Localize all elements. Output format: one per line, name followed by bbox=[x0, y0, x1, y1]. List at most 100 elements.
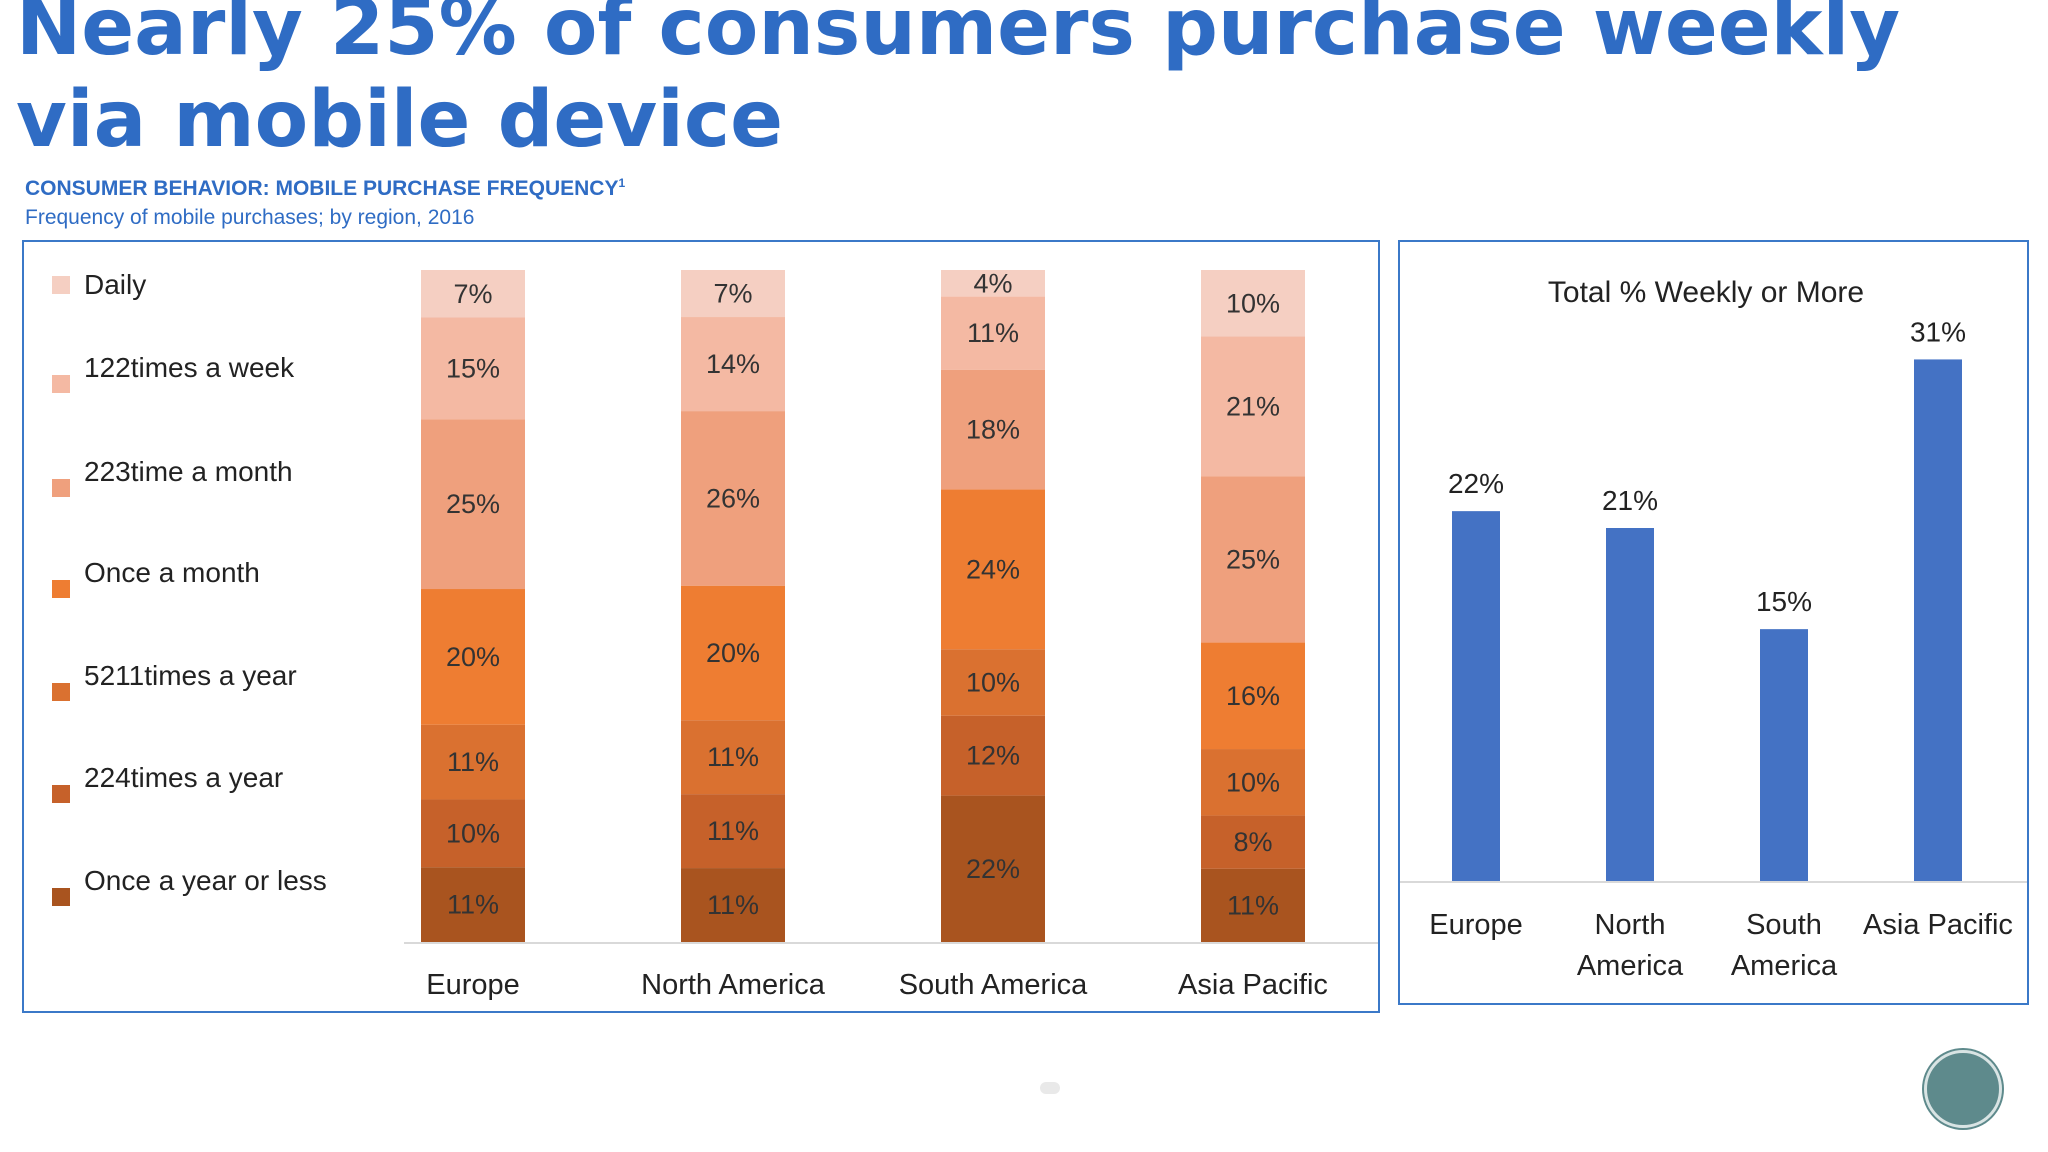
legend-swatch bbox=[52, 580, 70, 598]
segment-data-label: 22% bbox=[966, 854, 1020, 884]
segment-data-label: 15% bbox=[446, 353, 500, 383]
stacked-segment bbox=[421, 867, 525, 942]
segment-data-label: 7% bbox=[453, 279, 492, 309]
segment-data-label: 10% bbox=[966, 668, 1020, 698]
stacked-chart-panel: Daily 122times a week 223time a month Once … bbox=[22, 240, 1380, 1013]
stacked-segment bbox=[941, 489, 1045, 650]
total-chart-title: Total % Weekly or More bbox=[1548, 276, 1864, 309]
legend-swatch bbox=[52, 375, 70, 393]
stacked-segment bbox=[421, 589, 525, 725]
x-tick-label: South America bbox=[899, 969, 1088, 1001]
segment-data-label: 20% bbox=[706, 638, 760, 668]
stacked-segment bbox=[1201, 815, 1305, 869]
x-tick-label: Asia Pacific bbox=[1178, 969, 1328, 1001]
segment-data-label: 11% bbox=[447, 890, 499, 920]
stacked-segment bbox=[681, 868, 785, 942]
total-x-tick-label: South bbox=[1746, 909, 1822, 941]
segment-data-label: 11% bbox=[707, 816, 759, 846]
total-x-tick-label: Europe bbox=[1429, 909, 1523, 941]
total-data-label: 31% bbox=[1910, 316, 1966, 347]
segment-data-label: 20% bbox=[446, 642, 500, 672]
segment-data-label: 24% bbox=[966, 554, 1020, 584]
total-data-label: 21% bbox=[1602, 485, 1658, 516]
stacked-segment bbox=[941, 369, 1045, 490]
legend-label: Daily bbox=[84, 269, 146, 300]
total-x-tick-label: America bbox=[1731, 950, 1838, 982]
stacked-segment bbox=[681, 270, 785, 318]
segment-data-label: 11% bbox=[447, 747, 499, 777]
segment-data-label: 26% bbox=[706, 483, 760, 513]
total-x-tick-label: North bbox=[1595, 909, 1666, 941]
legend-label: Once a month bbox=[84, 557, 260, 588]
segment-data-label: 16% bbox=[1226, 681, 1280, 711]
stacked-segment bbox=[1201, 336, 1305, 477]
segment-data-label: 10% bbox=[1226, 288, 1280, 318]
total-bar bbox=[1914, 359, 1962, 882]
headline-line-2: via mobile device bbox=[16, 75, 784, 165]
footnote-mark: 1 bbox=[618, 176, 626, 190]
total-bar bbox=[1606, 528, 1654, 882]
legend-label: 223time a month bbox=[84, 456, 293, 487]
legend-swatch bbox=[52, 888, 70, 906]
x-tick-label: North America bbox=[641, 969, 826, 1001]
legend-swatch bbox=[52, 276, 70, 294]
segment-data-label: 7% bbox=[713, 279, 752, 309]
segment-data-label: 25% bbox=[446, 489, 500, 519]
total-x-tick-label: America bbox=[1577, 950, 1684, 982]
stacked-segment bbox=[681, 585, 785, 721]
segment-data-label: 25% bbox=[1226, 544, 1280, 574]
stacked-segment bbox=[1201, 749, 1305, 816]
legend-label: Once a year or less bbox=[84, 865, 327, 896]
segment-data-label: 14% bbox=[706, 349, 760, 379]
stacked-segment bbox=[681, 794, 785, 869]
logo-seal bbox=[1924, 1050, 2002, 1128]
page-indicator bbox=[1040, 1082, 1060, 1094]
stacked-segment bbox=[421, 270, 525, 318]
headline: Nearly 25% of consumers purchase weekly … bbox=[16, 0, 1900, 166]
x-tick-label: Europe bbox=[426, 969, 520, 1001]
stacked-bar-chart: Daily 122times a week 223time a month Once … bbox=[52, 268, 1378, 1001]
legend-swatch bbox=[52, 683, 70, 701]
segment-data-label: 12% bbox=[966, 741, 1020, 771]
chart-title-text: CONSUMER BEHAVIOR: MOBILE PURCHASE FREQU… bbox=[25, 177, 619, 200]
stacked-segment bbox=[421, 799, 525, 868]
total-data-label: 22% bbox=[1448, 468, 1504, 499]
chart-title: CONSUMER BEHAVIOR: MOBILE PURCHASE FREQU… bbox=[25, 176, 625, 201]
stacked-segment bbox=[421, 419, 525, 590]
stacked-segment bbox=[941, 795, 1045, 942]
stacked-segment bbox=[681, 720, 785, 795]
legend-label: 5211times a year bbox=[84, 660, 297, 691]
weekly-total-panel: Total % Weekly or More 22% Europe 21% North A… bbox=[1398, 240, 2029, 1005]
stacked-segment bbox=[421, 724, 525, 800]
stacked-segment bbox=[941, 649, 1045, 716]
segment-data-label: 18% bbox=[966, 415, 1020, 445]
segment-data-label: 4% bbox=[973, 268, 1012, 298]
stacked-segment bbox=[1201, 868, 1305, 942]
total-bar bbox=[1760, 629, 1808, 882]
stacked-segment bbox=[1201, 476, 1305, 643]
stacked-segment bbox=[941, 715, 1045, 796]
stacked-segment bbox=[1201, 270, 1305, 337]
weekly-total-bar-chart: Total % Weekly or More 22% Europe 21% North A… bbox=[1400, 276, 2027, 982]
legend-label: 224times a year bbox=[84, 762, 283, 793]
stacked-segment bbox=[941, 270, 1045, 297]
total-x-tick-label: Asia Pacific bbox=[1863, 909, 2013, 941]
stacked-segment bbox=[681, 411, 785, 586]
segment-data-label: 11% bbox=[1227, 890, 1279, 920]
segment-data-label: 10% bbox=[446, 818, 500, 848]
stacked-segment bbox=[1201, 642, 1305, 750]
segment-data-label: 8% bbox=[1233, 827, 1272, 857]
total-data-label: 15% bbox=[1756, 586, 1812, 617]
stacked-segment bbox=[941, 296, 1045, 370]
total-bar bbox=[1452, 511, 1500, 882]
segment-data-label: 21% bbox=[1226, 391, 1280, 421]
segment-data-label: 10% bbox=[1226, 767, 1280, 797]
legend-swatch bbox=[52, 479, 70, 497]
legend-swatch bbox=[52, 785, 70, 803]
segment-data-label: 11% bbox=[707, 890, 759, 920]
segment-data-label: 11% bbox=[707, 742, 759, 772]
stacked-segment bbox=[421, 317, 525, 420]
chart-subtitle: Frequency of mobile purchases; by region… bbox=[25, 206, 475, 229]
segment-data-label: 11% bbox=[967, 318, 1019, 348]
legend-label: 122times a week bbox=[84, 352, 295, 383]
